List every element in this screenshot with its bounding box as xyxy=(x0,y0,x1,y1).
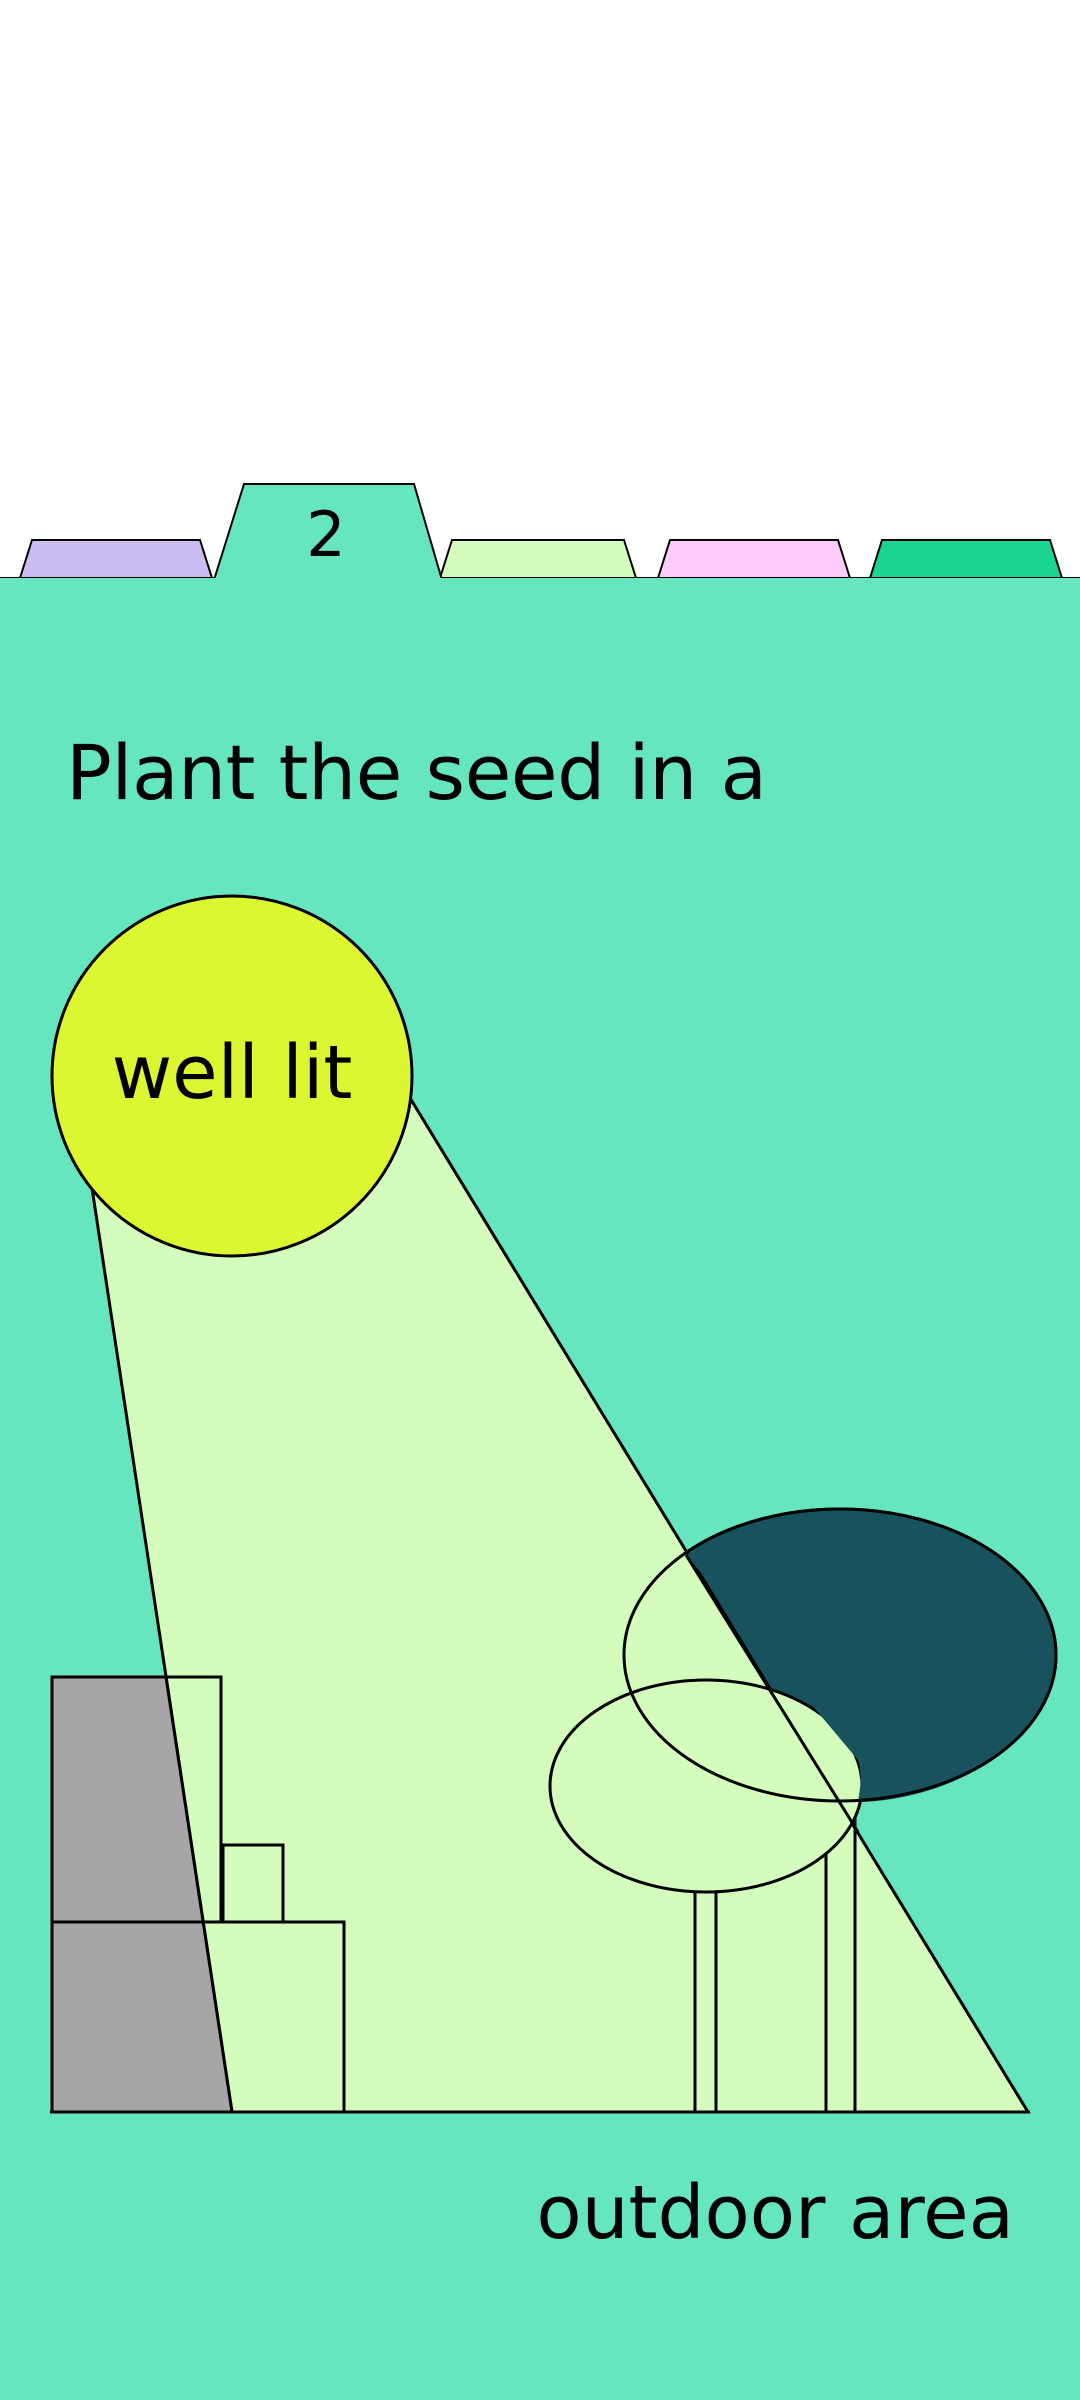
step-headline: Plant the seed in a xyxy=(66,728,767,817)
sun-label: well lit xyxy=(111,1030,353,1116)
active-tab-number: 2 xyxy=(306,498,346,571)
card-body xyxy=(0,578,1080,2400)
tab-merge xyxy=(216,576,440,582)
footer-label: outdoor area xyxy=(536,2170,1014,2256)
